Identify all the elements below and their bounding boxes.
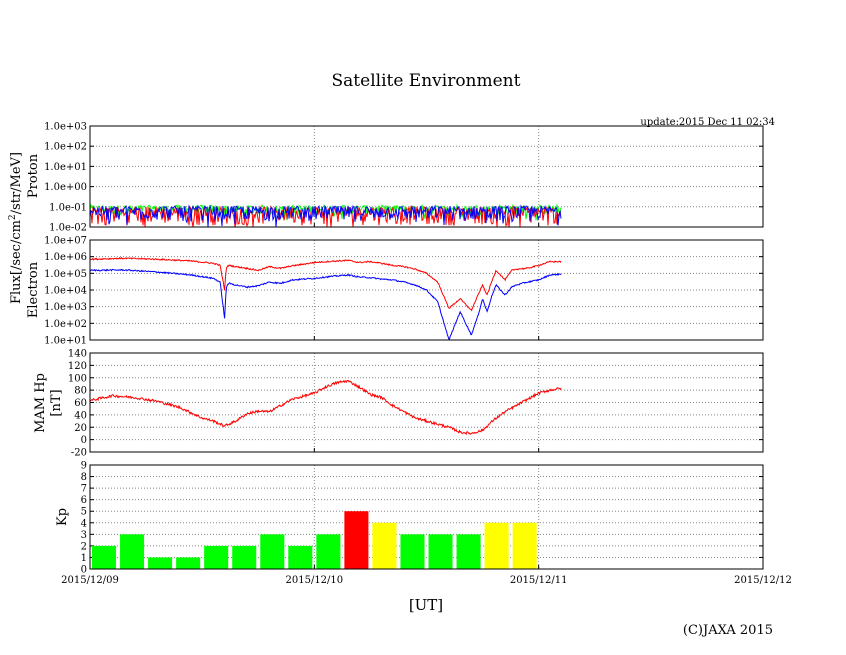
y-tick-label: 1.0e+02 — [44, 319, 87, 330]
y-tick-label: 1.0e-02 — [49, 223, 87, 234]
y-tick-label: 0 — [81, 435, 87, 446]
y-tick-label: 1.0e+05 — [44, 269, 87, 280]
y-tick-label: 7 — [81, 484, 87, 495]
y-tick-label: 1.0e+01 — [44, 336, 87, 347]
y-tick-label: 40 — [74, 410, 87, 421]
y-tick-label: 0 — [81, 565, 87, 576]
kp-bar — [120, 534, 145, 569]
kp-bar — [512, 522, 537, 569]
y-tick-label: 140 — [68, 349, 87, 360]
mam-hp-unit-label: [nT] — [49, 389, 64, 416]
y-tick-label: 6 — [81, 495, 87, 506]
copyright: (C)JAXA 2015 — [683, 623, 773, 638]
y-tick-label: 8 — [81, 472, 87, 483]
y-tick-label: 1.0e-01 — [49, 202, 87, 213]
y-tick-label: 120 — [68, 361, 87, 372]
y-tick-label: 1.0e+03 — [44, 122, 87, 133]
flux-label-superscript: 2 — [8, 214, 18, 220]
panel-frame — [89, 239, 764, 341]
proton-axis-label: Proton — [26, 153, 41, 198]
y-tick-label: 1.0e+00 — [44, 182, 87, 193]
chart-title: Satellite Environment — [332, 71, 521, 91]
kp-bar — [204, 545, 229, 569]
kp-bar — [148, 557, 173, 569]
kp-bar — [176, 557, 201, 569]
x-tick-label: 2015/12/11 — [510, 575, 568, 586]
y-tick-label: 20 — [74, 423, 87, 434]
x-tick-label: 2015/12/12 — [734, 575, 792, 586]
proton-blue-line — [89, 204, 562, 227]
panel-frame — [89, 125, 764, 228]
kp-bar — [288, 545, 313, 569]
y-tick-label: 1.0e+04 — [44, 286, 87, 297]
electron-panel: 1.0e+01 1.0e+02 1.0e+03 1.0e+04 1.0e+05 1.0e+… — [44, 236, 764, 347]
y-tick-label: 1.0e+06 — [44, 252, 87, 263]
y-tick-label: 1.0e+07 — [44, 236, 87, 247]
proton-panel: 1.0e-02 1.0e-01 1.0e+00 1.0e+01 1.0e+02 1.0e+… — [44, 122, 764, 234]
flux-label-prefix: Flux[/sec/cm — [9, 220, 24, 304]
electron-axis-label: Electron — [26, 261, 41, 318]
y-tick-label: 100 — [68, 373, 87, 384]
y-tick-label: 4 — [81, 518, 87, 529]
kp-bar — [92, 545, 117, 569]
panel-frame — [89, 464, 764, 570]
y-tick-label: 2 — [81, 541, 87, 552]
y-tick-label: -20 — [71, 448, 87, 459]
electron-red-line — [89, 256, 562, 312]
update-timestamp: update:2015 Dec 11 02:34 — [640, 117, 775, 128]
mam-hp-axis-label: MAM Hp — [33, 373, 48, 433]
x-tick-label: 2015/12/09 — [61, 575, 119, 586]
x-axis-ticks: 2015/12/09 2015/12/10 2015/12/11 2015/12/12 — [61, 575, 792, 586]
kp-bar — [400, 534, 425, 569]
kp-bar — [316, 534, 341, 569]
y-tick-label: 80 — [74, 386, 87, 397]
kp-bar — [428, 534, 453, 569]
kp-bar — [260, 534, 285, 569]
kp-axis-label: Kp — [55, 508, 70, 526]
y-tick-label: 3 — [81, 530, 87, 541]
kp-bar — [456, 534, 481, 569]
flux-label-suffix: /str/MeV] — [9, 152, 24, 214]
y-tick-label: 1.0e+03 — [44, 302, 87, 313]
x-axis-label: [UT] — [409, 596, 443, 614]
y-tick-label: 1 — [81, 553, 87, 564]
kp-bar — [484, 522, 509, 569]
kp-bar — [232, 545, 257, 569]
x-tick-label: 2015/12/10 — [286, 575, 344, 586]
mam-hp-red-line — [89, 379, 562, 436]
panel-frame — [89, 352, 764, 453]
y-tick-label: 1.0e+02 — [44, 142, 87, 153]
electron-blue-line — [89, 268, 562, 341]
flux-axis-label: Flux[/sec/cm2/str/MeV] — [8, 152, 24, 304]
kp-bar — [344, 511, 369, 569]
proton-red-line — [89, 204, 562, 228]
y-tick-label: 5 — [81, 507, 87, 518]
y-tick-label: 60 — [74, 398, 87, 409]
kp-bar — [372, 522, 397, 569]
y-tick-label: 1.0e+01 — [44, 162, 87, 173]
y-tick-label: 9 — [81, 461, 87, 472]
